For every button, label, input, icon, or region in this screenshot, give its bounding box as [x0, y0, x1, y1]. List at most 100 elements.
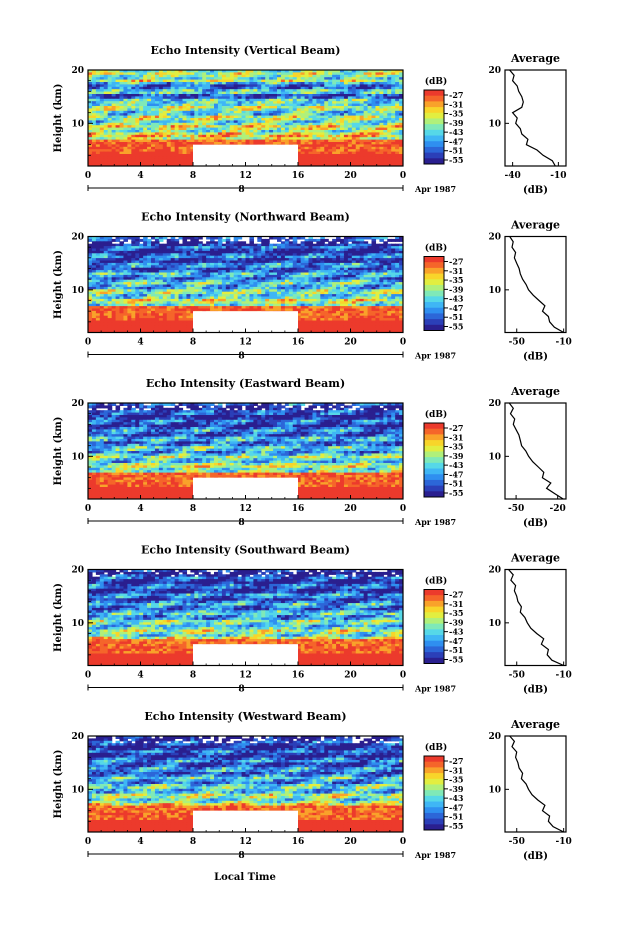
heatmap-cell: [284, 134, 290, 138]
heatmap-cell: [308, 236, 314, 240]
heatmap-cell: [328, 284, 333, 288]
heatmap-cell: [261, 250, 266, 254]
heatmap-cell: [147, 125, 152, 129]
heatmap-cell: [343, 96, 349, 100]
heatmap-cell: [328, 72, 333, 76]
heatmap-cell: [170, 270, 176, 274]
heatmap-cell: [257, 82, 262, 85]
heatmap-cell: [245, 101, 251, 105]
heatmap-cell: [324, 110, 329, 114]
heatmap-cell: [265, 243, 270, 247]
heatmap-cell: [328, 286, 333, 290]
heatmap-cell: [253, 134, 258, 138]
heatmap-cell: [332, 260, 337, 264]
heatmap-cell: [107, 118, 113, 121]
heatmap-cell: [296, 255, 302, 259]
heatmap-cell: [139, 79, 144, 83]
heatmap-cell: [304, 156, 310, 160]
heatmap-cell: [280, 127, 286, 131]
heatmap-cell: [143, 101, 148, 105]
heatmap-cell: [99, 149, 105, 153]
heatmap-cell: [320, 243, 325, 247]
heatmap-cell: [332, 265, 337, 269]
heatmap-cell: [336, 255, 341, 259]
heatmap-cell: [221, 279, 227, 283]
heatmap-cell: [399, 248, 403, 252]
heatmap-cell: [99, 156, 105, 160]
heatmap-cell: [292, 277, 298, 281]
heatmap-cell: [186, 137, 191, 141]
heatmap-cell: [300, 127, 306, 131]
heatmap-cell: [253, 284, 258, 288]
heatmap-cell: [383, 139, 388, 143]
heatmap-cell: [229, 270, 235, 274]
heatmap-cell: [170, 122, 176, 126]
heatmap-cell: [210, 270, 215, 274]
heatmap-cell: [225, 86, 231, 90]
heatmap-cell: [166, 101, 172, 105]
heatmap-cell: [115, 255, 121, 259]
heatmap-cell: [308, 274, 314, 278]
heatmap-cell: [210, 79, 215, 83]
heatmap-cell: [186, 132, 191, 136]
heatmap-cell: [379, 149, 384, 153]
heatmap-cell: [139, 163, 144, 166]
heatmap-cell: [300, 134, 306, 138]
heatmap-cell: [261, 284, 266, 288]
heatmap-cell: [371, 265, 377, 269]
heatmap-cell: [131, 139, 136, 143]
heatmap-cell: [194, 118, 199, 121]
heatmap-cell: [316, 255, 321, 259]
heatmap-cell: [343, 122, 349, 126]
heatmap-cell: [336, 137, 341, 141]
heatmap-cell: [111, 106, 117, 109]
heatmap-cell: [332, 130, 337, 133]
heatmap-cell: [253, 79, 258, 83]
heatmap-cell: [249, 130, 254, 133]
heatmap-cell: [135, 110, 140, 114]
heatmap-cell: [261, 91, 266, 95]
heatmap-cell: [261, 132, 266, 136]
heatmap-cell: [194, 246, 199, 250]
heatmap-cell: [103, 241, 109, 245]
heatmap-cell: [154, 106, 160, 109]
heatmap-cell: [277, 253, 282, 257]
heatmap-cell: [363, 108, 369, 112]
heatmap-cell: [324, 250, 329, 254]
heatmap-cell: [198, 139, 203, 143]
heatmap-cell: [265, 106, 270, 109]
heatmap-cell: [147, 161, 152, 165]
heatmap-cell: [379, 253, 384, 257]
heatmap-cell: [166, 163, 172, 166]
heatmap-cell: [186, 122, 191, 126]
heatmap-cell: [95, 270, 101, 274]
heatmap-cell: [379, 274, 384, 278]
heatmap-cell: [123, 286, 128, 290]
heatmap-cell: [312, 96, 317, 100]
heatmap-cell: [229, 115, 235, 119]
heatmap-cell: [174, 137, 180, 141]
heatmap-cell: [355, 248, 361, 252]
heatmap-cell: [257, 94, 262, 97]
heatmap-cell: [123, 106, 128, 109]
heatmap-cell: [178, 260, 184, 264]
heatmap-cell: [316, 158, 321, 162]
heatmap-cell: [241, 241, 247, 245]
heatmap-cell: [123, 279, 128, 283]
heatmap-cell: [225, 286, 231, 290]
heatmap-cell: [280, 84, 286, 88]
heatmap-cell: [328, 258, 333, 262]
heatmap-cell: [186, 258, 191, 262]
heatmap-cell: [363, 132, 369, 136]
heatmap-cell: [316, 277, 321, 281]
heatmap-cell: [249, 113, 254, 117]
heatmap-cell: [170, 86, 176, 90]
heatmap-cell: [395, 156, 400, 160]
heatmap-cell: [119, 243, 125, 247]
heatmap-cell: [233, 106, 239, 109]
heatmap-cell: [147, 163, 152, 166]
heatmap-cell: [316, 70, 321, 73]
heatmap-cell: [265, 272, 270, 276]
heatmap-cell: [363, 86, 369, 90]
heatmap-cell: [214, 89, 219, 93]
